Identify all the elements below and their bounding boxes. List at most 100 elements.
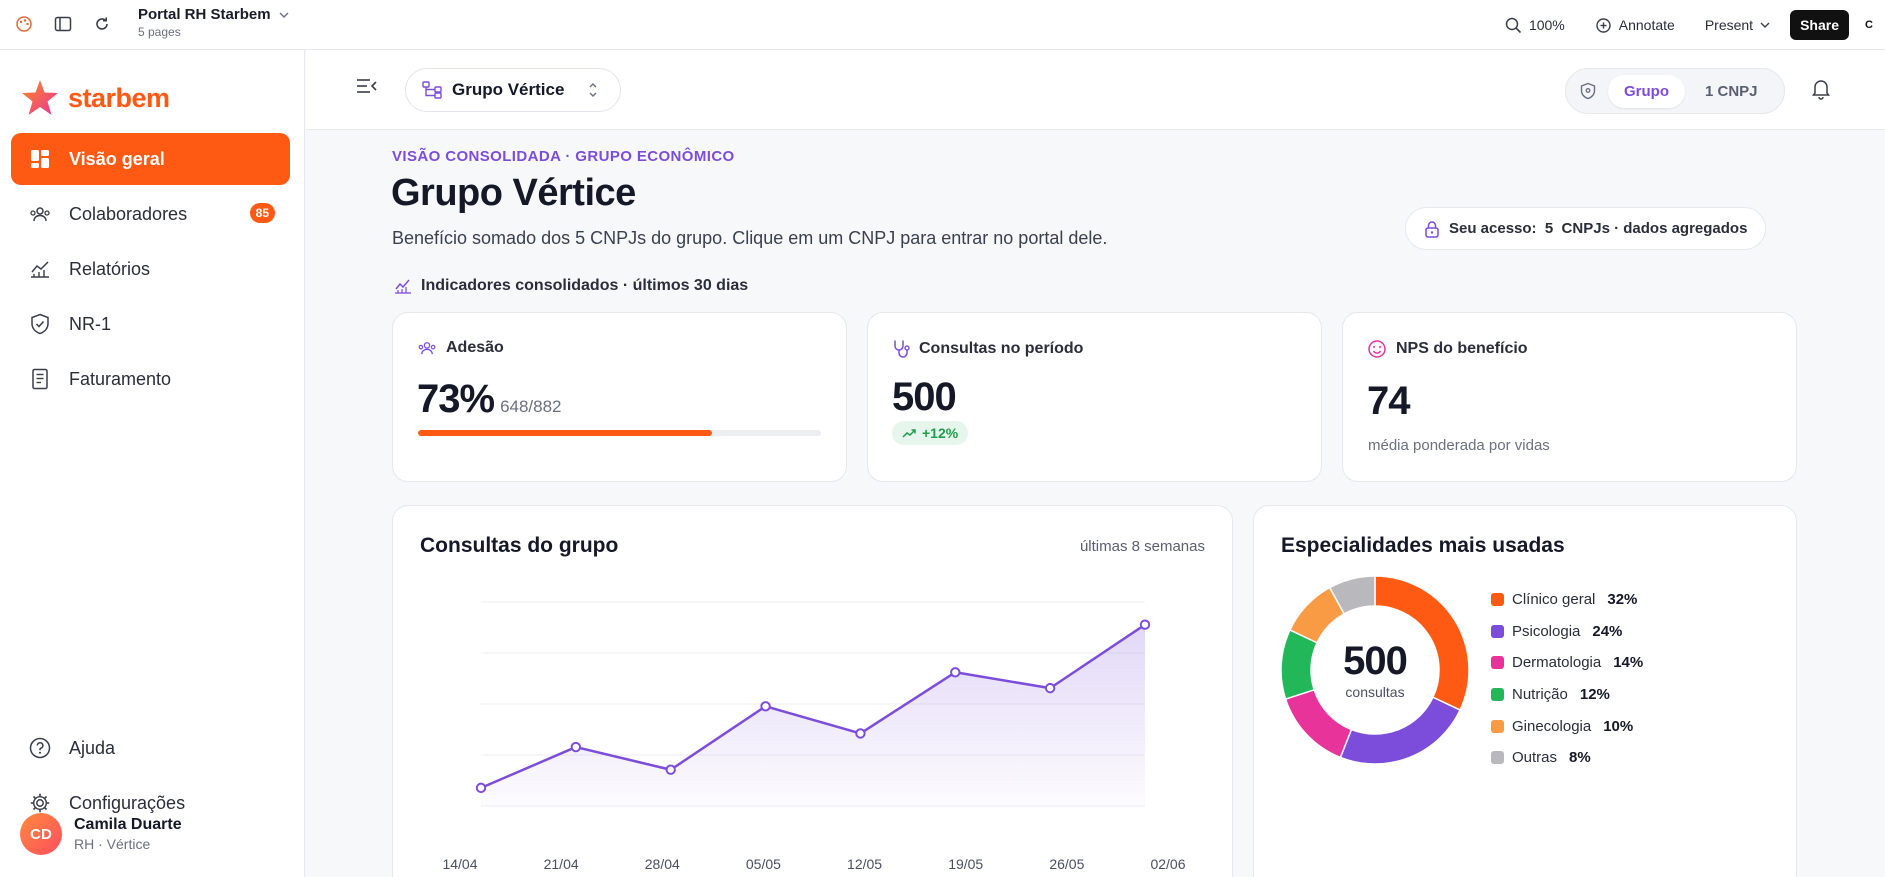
legend-label: Dermatologia — [1512, 654, 1602, 672]
present-menu[interactable]: Present — [1705, 17, 1770, 33]
chart-card-consultas: Consultas do grupo últimas 8 semanas 14/… — [392, 505, 1233, 877]
data-point — [665, 764, 676, 775]
avatar: CD — [20, 813, 62, 855]
page-eyebrow: VISÃO CONSOLIDADA · GRUPO ECONÔMICO — [392, 148, 735, 165]
sidebar-item-label: Ajuda — [69, 737, 116, 758]
sidebar-item-faturamento[interactable]: Faturamento — [11, 353, 290, 405]
x-tick-label: 26/05 — [1049, 856, 1084, 872]
group-selector[interactable]: Grupo Vértice — [405, 68, 621, 112]
donut-slice — [1328, 575, 1376, 615]
account-avatar[interactable]: C — [1865, 19, 1873, 31]
kpi-card-consultas[interactable]: Consultas no período 500 +12% — [867, 312, 1322, 482]
adesao-progress-bar — [418, 430, 821, 436]
zoom-level: 100% — [1528, 17, 1565, 33]
legend-value: 8% — [1569, 749, 1591, 767]
x-tick-label: 14/04 — [442, 856, 477, 872]
kpi-card-nps[interactable]: NPS do benefício 74 média ponderada por … — [1342, 312, 1797, 482]
page-title: Grupo Vértice — [391, 172, 636, 214]
legend-value: 32% — [1607, 591, 1638, 609]
x-tick-label: 05/05 — [746, 856, 781, 872]
sidebar-item-label: Visão geral — [69, 148, 165, 169]
indicators-heading: Indicadores consolidados · últimos 30 di… — [394, 277, 748, 295]
sidebar-item-label: Configurações — [69, 792, 186, 813]
legend-label: Psicologia — [1512, 622, 1581, 640]
kpi-value: 74 — [1367, 379, 1410, 423]
shield-check-icon — [29, 313, 51, 335]
app-toolbar: Portal RH Starbem 5 pages 100% Annotate … — [0, 0, 1885, 50]
sidebar-item-relatorios[interactable]: Relatórios — [11, 243, 290, 295]
legend-swatch — [1491, 688, 1504, 702]
donut-title: Especialidades mais usadas — [1281, 534, 1565, 557]
annotate-icon — [1596, 17, 1611, 33]
collapse-sidebar-icon[interactable] — [356, 78, 378, 99]
sidebar-item-ajuda[interactable]: Ajuda — [11, 722, 290, 774]
data-point — [1139, 619, 1151, 630]
chevron-down-icon — [279, 12, 289, 18]
users-icon — [29, 203, 51, 225]
data-point — [475, 782, 487, 794]
stethoscope-icon — [894, 340, 910, 358]
project-name: Portal RH Starbem — [138, 6, 271, 23]
share-button[interactable]: Share — [1790, 10, 1849, 40]
scope-option-cnpj[interactable]: 1 CNPJ — [1705, 82, 1758, 100]
chart-trend-icon — [395, 279, 411, 294]
legend-item: Dermatologia 14% — [1491, 647, 1643, 679]
sidebar-item-configuracoes[interactable]: Configurações — [11, 777, 290, 829]
legend-value: 24% — [1592, 622, 1623, 640]
refresh-icon[interactable] — [91, 13, 113, 35]
search-icon — [1505, 17, 1522, 33]
legend-label: Ginecologia — [1512, 717, 1592, 735]
kpi-label: Adesão — [446, 339, 504, 356]
sidebar-item-colaboradores[interactable]: Colaboradores 85 — [11, 188, 290, 240]
dashboard-icon — [29, 148, 51, 170]
user-profile[interactable]: CD Camila Duarte RH · Vértice — [20, 813, 182, 855]
group-selector-label: Grupo Vértice — [452, 80, 565, 99]
user-role: RH · Vértice — [74, 836, 151, 852]
annotate-button[interactable]: Annotate — [1595, 17, 1675, 34]
legend-swatch — [1491, 751, 1504, 765]
data-point — [950, 667, 961, 678]
x-tick-label: 12/05 — [847, 856, 882, 872]
kpi-value: 500 — [892, 375, 957, 419]
project-switcher[interactable]: Portal RH Starbem 5 pages — [138, 6, 289, 39]
palette-icon[interactable] — [13, 13, 35, 35]
x-tick-label: 19/05 — [948, 856, 983, 872]
adesao-progress-fill — [418, 430, 713, 436]
org-structure-icon — [422, 81, 442, 99]
sidebar-item-visao-geral[interactable]: Visão geral — [11, 133, 290, 185]
shield-icon — [1580, 82, 1596, 100]
line-chart: 14/04 21/04 28/04 05/05 12/05 19/05 26/05 02/06 — [442, 601, 1186, 872]
page-description: Benefício somado dos 5 CNPJs do grupo. C… — [392, 228, 1108, 248]
kpi-label: NPS do benefício — [1396, 340, 1528, 357]
sidebar-item-nr-1[interactable]: NR-1 — [11, 298, 290, 350]
brand-name: starbem — [68, 82, 170, 113]
zoom-control[interactable]: 100% — [1505, 17, 1565, 34]
kpi-card-adesao[interactable]: Adesão 73% 648/882 — [392, 312, 847, 482]
notification-bell-icon[interactable] — [1811, 78, 1831, 105]
donut-chart — [1280, 575, 1470, 765]
sidebar-item-label: Faturamento — [69, 368, 172, 389]
sidebar: starbem Visão geral Colaboradores 85 Rel… — [0, 50, 305, 877]
sidebar-toggle-icon[interactable] — [52, 13, 74, 35]
data-point — [570, 741, 582, 753]
star-logo-icon — [22, 80, 58, 115]
scope-option-grupo[interactable]: Grupo — [1608, 74, 1685, 108]
chevron-updown-icon — [589, 83, 597, 97]
user-name: Camila Duarte — [74, 816, 182, 833]
sidebar-item-label: Colaboradores — [69, 203, 188, 224]
legend-swatch — [1491, 719, 1504, 733]
legend-value: 14% — [1613, 654, 1644, 672]
receipt-icon — [29, 368, 51, 390]
chart-subtitle: últimas 8 semanas — [1079, 538, 1205, 555]
legend-value: 12% — [1579, 686, 1610, 704]
brand-logo[interactable]: starbem — [20, 78, 170, 118]
chart-title: Consultas do grupo — [420, 534, 619, 557]
chart-card-especialidades: Especialidades mais usadas 500 consultas… — [1253, 505, 1797, 877]
x-tick-label: 02/06 — [1150, 856, 1185, 872]
x-tick-label: 28/04 — [645, 856, 680, 872]
data-point — [760, 701, 771, 712]
smile-icon — [1368, 340, 1386, 358]
donut-center: 500 consultas — [1281, 576, 1469, 764]
project-page-count: 5 pages — [138, 25, 181, 39]
legend-item: Clínico geral 32% — [1491, 584, 1643, 616]
